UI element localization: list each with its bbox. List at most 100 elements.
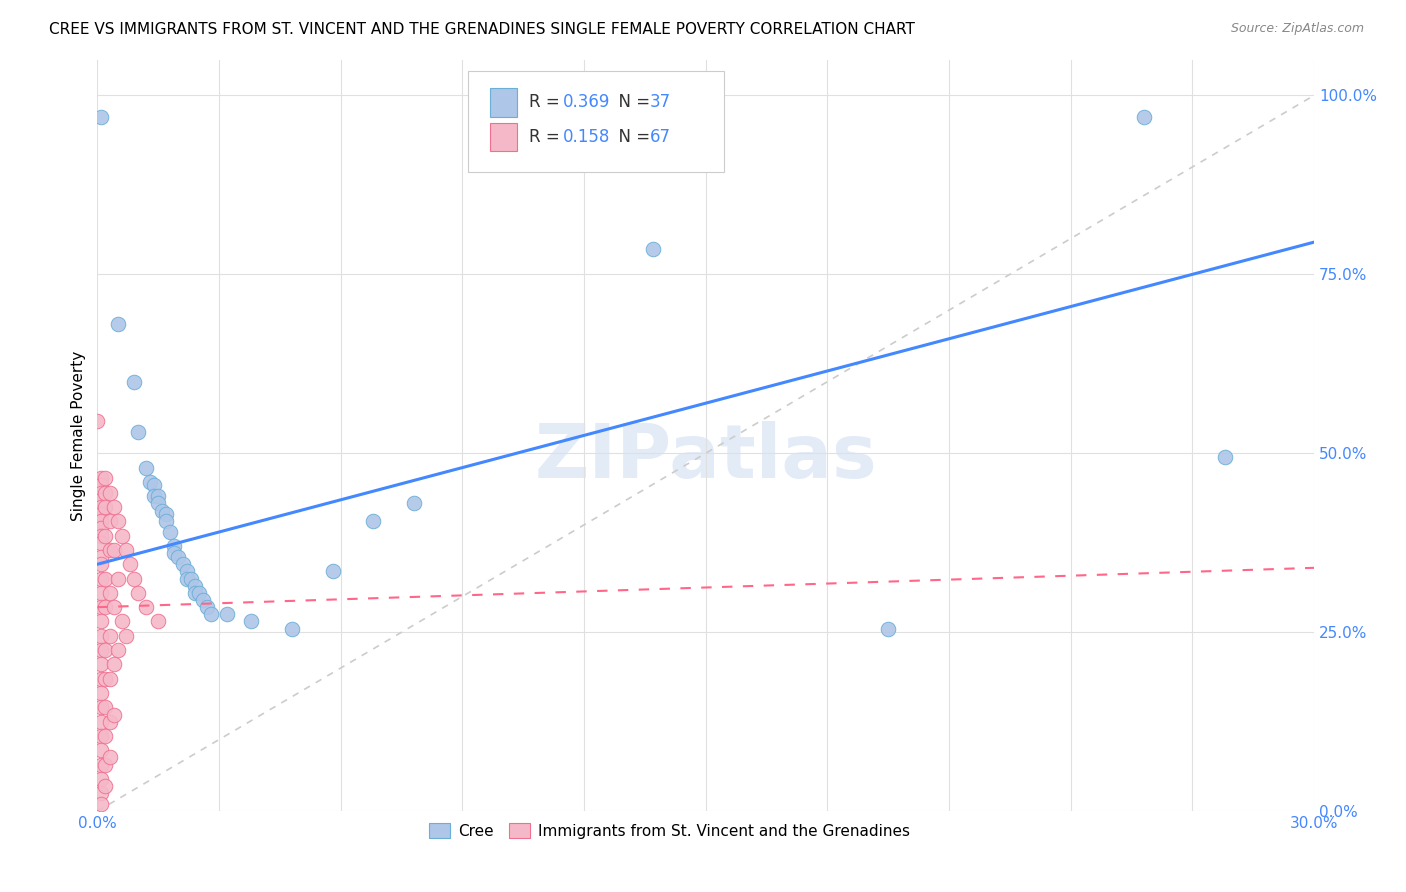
Point — [94, 500, 117, 514]
Point — [90, 686, 112, 700]
Point — [90, 797, 112, 811]
Point — [94, 485, 117, 500]
Point — [90, 772, 112, 786]
Text: R =: R = — [529, 94, 565, 112]
Point — [86, 414, 108, 428]
Text: N =: N = — [609, 94, 655, 112]
Point — [1132, 110, 1154, 124]
Point — [98, 586, 121, 600]
FancyBboxPatch shape — [491, 88, 517, 117]
Point — [148, 615, 170, 629]
Point — [167, 550, 190, 565]
Point — [111, 615, 134, 629]
Point — [90, 558, 112, 572]
Point — [94, 528, 117, 542]
Text: Source: ZipAtlas.com: Source: ZipAtlas.com — [1230, 22, 1364, 36]
Point — [122, 375, 145, 389]
Point — [90, 110, 112, 124]
Point — [114, 543, 136, 558]
Point — [94, 672, 117, 686]
Point — [159, 524, 181, 539]
Point — [90, 600, 112, 615]
Point — [361, 514, 384, 528]
FancyBboxPatch shape — [468, 70, 724, 172]
Point — [187, 586, 209, 600]
Point — [200, 607, 222, 622]
Text: 0.369: 0.369 — [564, 94, 610, 112]
Text: R =: R = — [529, 128, 565, 146]
Y-axis label: Single Female Poverty: Single Female Poverty — [72, 351, 86, 521]
Point — [107, 318, 129, 332]
Point — [240, 615, 263, 629]
Point — [98, 750, 121, 764]
Point — [103, 707, 125, 722]
Point — [90, 500, 112, 514]
Point — [1213, 450, 1236, 464]
Point — [90, 478, 112, 492]
Point — [114, 629, 136, 643]
Point — [127, 425, 149, 439]
Point — [90, 629, 112, 643]
Text: ZIPatlas: ZIPatlas — [534, 421, 877, 494]
Point — [103, 500, 125, 514]
Point — [163, 539, 186, 553]
Point — [94, 572, 117, 586]
Point — [90, 743, 112, 757]
Point — [90, 729, 112, 743]
Point — [143, 489, 166, 503]
Point — [94, 729, 117, 743]
Point — [98, 629, 121, 643]
Point — [90, 672, 112, 686]
Point — [111, 528, 134, 542]
Point — [94, 757, 117, 772]
Point — [94, 779, 117, 793]
Point — [139, 475, 162, 489]
Point — [94, 471, 117, 485]
Point — [90, 528, 112, 542]
Point — [90, 514, 112, 528]
Point — [94, 643, 117, 657]
Point — [98, 543, 121, 558]
Point — [127, 586, 149, 600]
Point — [98, 514, 121, 528]
Point — [180, 572, 202, 586]
Point — [90, 615, 112, 629]
Point — [191, 593, 214, 607]
Point — [172, 558, 194, 572]
Point — [90, 757, 112, 772]
Point — [94, 600, 117, 615]
Point — [107, 572, 129, 586]
Point — [402, 496, 425, 510]
Text: 37: 37 — [650, 94, 671, 112]
Point — [183, 579, 205, 593]
Text: 67: 67 — [650, 128, 671, 146]
Point — [90, 550, 112, 565]
Point — [217, 607, 239, 622]
Point — [118, 558, 141, 572]
Point — [107, 643, 129, 657]
Point — [90, 700, 112, 714]
Point — [150, 503, 173, 517]
Text: 0.158: 0.158 — [564, 128, 610, 146]
Point — [641, 242, 664, 256]
Point — [322, 565, 344, 579]
Point — [90, 714, 112, 729]
Point — [176, 572, 198, 586]
Point — [155, 507, 177, 521]
Point — [90, 485, 112, 500]
Point — [281, 622, 304, 636]
Point — [98, 672, 121, 686]
Point — [90, 535, 112, 549]
Point — [90, 492, 112, 507]
Point — [94, 700, 117, 714]
Point — [148, 489, 170, 503]
Point — [143, 478, 166, 492]
Point — [155, 514, 177, 528]
Point — [103, 543, 125, 558]
Point — [98, 714, 121, 729]
Point — [90, 521, 112, 535]
Point — [148, 496, 170, 510]
Point — [98, 485, 121, 500]
Point — [103, 600, 125, 615]
Legend: Cree, Immigrants from St. Vincent and the Grenadines: Cree, Immigrants from St. Vincent and th… — [423, 817, 915, 845]
